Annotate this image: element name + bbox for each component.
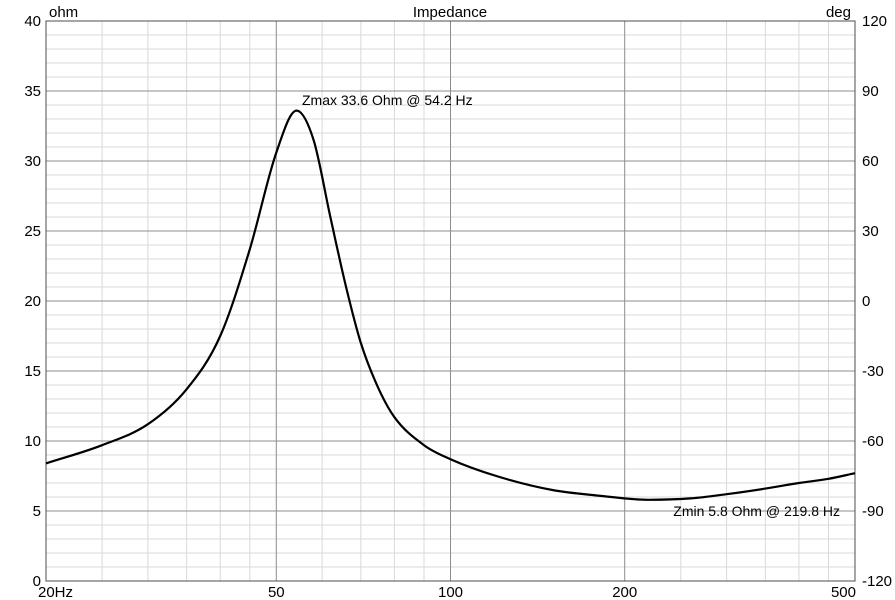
y-left-tick-label: 25 <box>24 223 41 240</box>
zmin-annotation: Zmin 5.8 Ohm @ 219.8 Hz <box>673 503 840 519</box>
x-tick-label: 200 <box>612 584 637 600</box>
y-right-tick-label: 60 <box>862 153 879 170</box>
plot-frame <box>45 20 856 582</box>
y-right-tick-label: -30 <box>862 363 884 380</box>
zmax-annotation: Zmax 33.6 Ohm @ 54.2 Hz <box>302 92 473 108</box>
x-tick-label: 500 <box>831 584 856 600</box>
y-left-tick-label: 0 <box>33 573 41 590</box>
y-left-tick-label: 15 <box>24 363 41 380</box>
x-tick-label: 20Hz <box>38 584 73 600</box>
tick-labels: 0 5 10 15 20 25 30 35 40 -120 -90 -60 -30 0 30 60 90 120 2… <box>24 13 892 600</box>
x-tick-label: 50 <box>268 584 285 600</box>
y-left-tick-label: 40 <box>24 13 41 30</box>
x-tick-label: 100 <box>438 584 463 600</box>
y-left-tick-label: 20 <box>24 293 41 310</box>
left-axis-unit: ohm <box>49 4 78 21</box>
right-axis-unit: deg <box>826 4 851 21</box>
y-left-tick-label: 10 <box>24 433 41 450</box>
y-left-tick-label: 5 <box>33 503 41 520</box>
y-left-tick-label: 35 <box>24 83 41 100</box>
y-right-tick-label: 0 <box>862 293 870 310</box>
chart-title: Impedance <box>413 4 487 21</box>
y-right-tick-label: -120 <box>862 573 892 590</box>
y-right-tick-label: 120 <box>862 13 887 30</box>
y-right-tick-label: -60 <box>862 433 884 450</box>
y-right-tick-label: 90 <box>862 83 879 100</box>
y-left-tick-label: 30 <box>24 153 41 170</box>
y-right-tick-label: -90 <box>862 503 884 520</box>
y-right-tick-label: 30 <box>862 223 879 240</box>
impedance-curve <box>45 109 856 501</box>
grid <box>46 21 855 581</box>
